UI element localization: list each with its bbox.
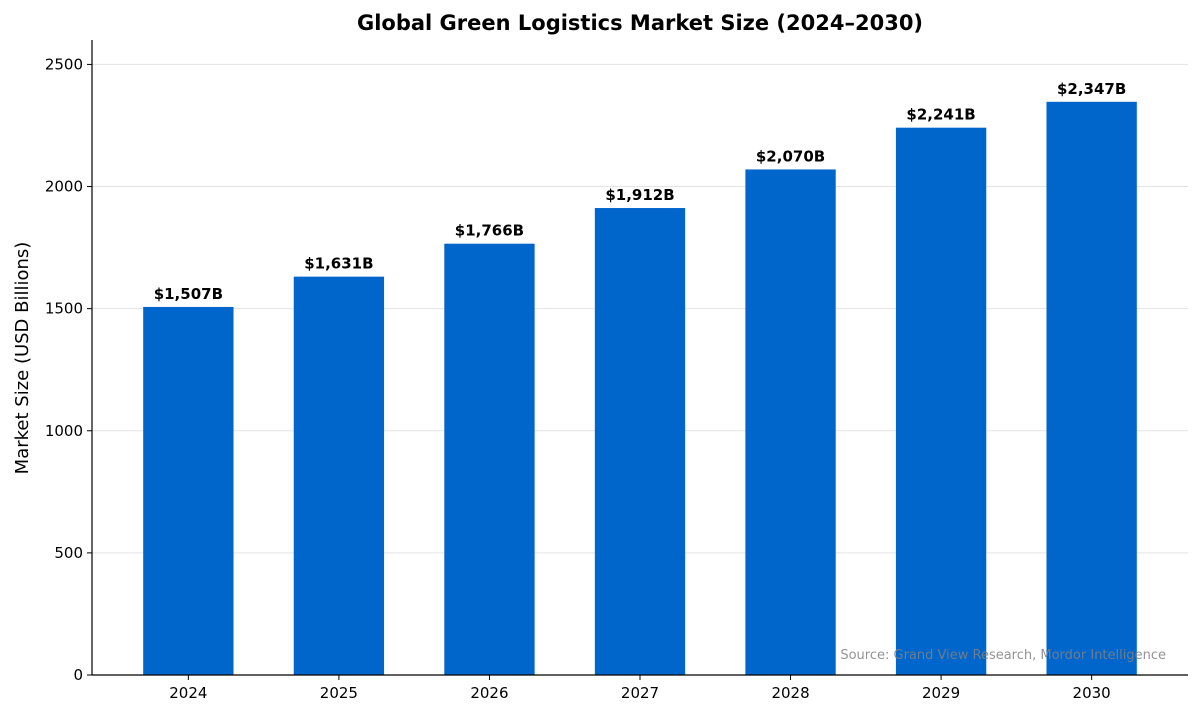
y-tick-label: 0 xyxy=(73,666,83,684)
bar-2027 xyxy=(594,208,686,675)
x-tick-label: 2029 xyxy=(922,684,960,702)
bar-2029 xyxy=(895,127,987,676)
x-tick-label: 2027 xyxy=(621,684,659,702)
data-label-2030: $2,347B xyxy=(1057,80,1126,98)
bar-2030 xyxy=(1046,101,1137,675)
data-label-2025: $1,631B xyxy=(304,255,373,273)
x-tick-label: 2025 xyxy=(320,684,358,702)
bar-2028 xyxy=(745,169,836,675)
data-labels: $1,507B $1,631B $1,766B $1,912B $2,070B $2,24… xyxy=(154,80,1127,303)
y-tick-label: 1500 xyxy=(45,300,83,318)
y-tick-label: 2500 xyxy=(45,55,83,73)
data-label-2027: $1,912B xyxy=(605,186,674,204)
y-ticks: 0 500 1000 1500 2000 2500 xyxy=(45,55,92,684)
data-label-2026: $1,766B xyxy=(455,222,524,240)
y-tick-label: 2000 xyxy=(45,178,83,196)
x-tick-label: 2028 xyxy=(771,684,809,702)
y-tick-label: 500 xyxy=(54,544,83,562)
data-label-2024: $1,507B xyxy=(154,285,223,303)
bar-2025 xyxy=(293,276,385,675)
x-tick-label: 2024 xyxy=(169,684,207,702)
bars xyxy=(143,101,1137,676)
bar-2024 xyxy=(143,306,234,675)
x-tick-label: 2030 xyxy=(1073,684,1111,702)
data-label-2029: $2,241B xyxy=(906,106,975,124)
chart-title: Global Green Logistics Market Size (2024… xyxy=(357,11,923,35)
x-ticks: 2024 2025 2026 2027 2028 2029 2030 xyxy=(169,675,1111,702)
x-tick-label: 2026 xyxy=(470,684,508,702)
y-tick-label: 1000 xyxy=(45,422,83,440)
bar-2026 xyxy=(444,243,535,675)
data-label-2028: $2,070B xyxy=(756,147,825,165)
y-axis-label: Market Size (USD Billions) xyxy=(12,242,33,475)
source-annotation: Source: Grand View Research, Mordor Inte… xyxy=(840,648,1166,663)
